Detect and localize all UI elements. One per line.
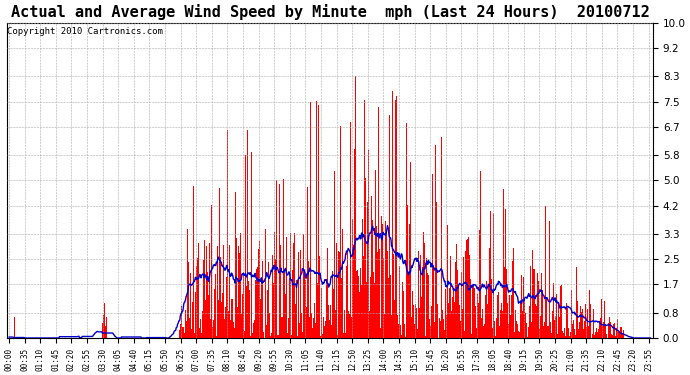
Text: Copyright 2010 Cartronics.com: Copyright 2010 Cartronics.com <box>8 27 164 36</box>
Title: Actual and Average Wind Speed by Minute  mph (Last 24 Hours)  20100712: Actual and Average Wind Speed by Minute … <box>10 4 649 20</box>
